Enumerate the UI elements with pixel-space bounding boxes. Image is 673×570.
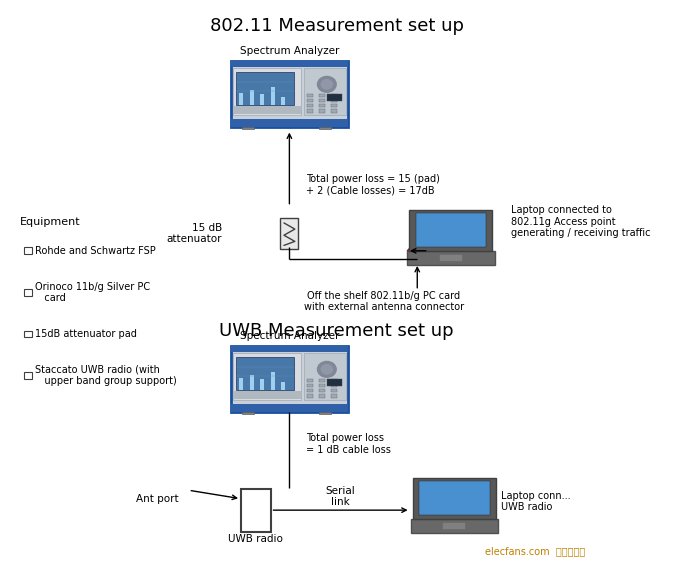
Text: elecfans.com  电子发烧友: elecfans.com 电子发烧友 (485, 545, 585, 556)
FancyBboxPatch shape (233, 353, 302, 400)
Text: Total power loss
= 1 dB cable loss: Total power loss = 1 dB cable loss (306, 433, 391, 455)
FancyBboxPatch shape (304, 353, 346, 400)
FancyBboxPatch shape (330, 109, 337, 113)
Circle shape (318, 361, 336, 377)
FancyBboxPatch shape (307, 94, 313, 97)
Text: 15 dB
attenuator: 15 dB attenuator (167, 223, 222, 245)
FancyBboxPatch shape (416, 213, 486, 247)
Text: Ant port: Ant port (136, 494, 178, 504)
FancyBboxPatch shape (230, 61, 349, 67)
Text: Serial
link: Serial link (326, 486, 355, 507)
FancyBboxPatch shape (307, 99, 313, 102)
FancyBboxPatch shape (236, 72, 294, 105)
FancyBboxPatch shape (307, 389, 313, 393)
FancyBboxPatch shape (230, 347, 349, 352)
FancyBboxPatch shape (24, 372, 32, 379)
FancyBboxPatch shape (307, 109, 313, 113)
FancyBboxPatch shape (319, 99, 325, 102)
Text: Laptop conn...
UWB radio: Laptop conn... UWB radio (501, 491, 571, 512)
FancyBboxPatch shape (307, 104, 313, 108)
FancyBboxPatch shape (319, 109, 325, 113)
FancyBboxPatch shape (330, 94, 337, 97)
FancyBboxPatch shape (319, 379, 325, 382)
FancyBboxPatch shape (230, 347, 349, 412)
FancyBboxPatch shape (281, 96, 285, 105)
FancyBboxPatch shape (307, 394, 313, 398)
FancyBboxPatch shape (239, 93, 243, 105)
Text: UWB Measurement set up: UWB Measurement set up (219, 322, 454, 340)
FancyBboxPatch shape (24, 247, 32, 254)
FancyBboxPatch shape (239, 378, 243, 390)
Circle shape (321, 365, 332, 374)
FancyBboxPatch shape (233, 390, 302, 399)
Text: 802.11 Measurement set up: 802.11 Measurement set up (209, 17, 464, 35)
FancyBboxPatch shape (24, 331, 32, 337)
FancyBboxPatch shape (330, 379, 337, 382)
FancyBboxPatch shape (260, 94, 264, 105)
FancyBboxPatch shape (319, 389, 325, 393)
Text: Spectrum Analyzer: Spectrum Analyzer (240, 331, 339, 341)
FancyBboxPatch shape (330, 104, 337, 108)
FancyBboxPatch shape (24, 289, 32, 296)
FancyBboxPatch shape (407, 251, 495, 265)
FancyBboxPatch shape (230, 119, 349, 127)
FancyBboxPatch shape (307, 384, 313, 387)
FancyBboxPatch shape (319, 104, 325, 108)
FancyBboxPatch shape (409, 210, 493, 251)
FancyBboxPatch shape (250, 89, 254, 105)
FancyBboxPatch shape (307, 379, 313, 382)
FancyBboxPatch shape (319, 384, 325, 387)
Polygon shape (407, 239, 427, 262)
FancyBboxPatch shape (327, 94, 342, 101)
FancyBboxPatch shape (327, 379, 342, 386)
FancyBboxPatch shape (230, 404, 349, 412)
FancyBboxPatch shape (241, 489, 271, 531)
FancyBboxPatch shape (440, 255, 462, 261)
Text: Rohde and Schwartz FSP: Rohde and Schwartz FSP (35, 246, 155, 256)
Circle shape (318, 76, 336, 92)
Text: Staccato UWB radio (with
   upper band group support): Staccato UWB radio (with upper band grou… (35, 365, 177, 386)
Text: Off the shelf 802.11b/g PC card
with external antenna connector: Off the shelf 802.11b/g PC card with ext… (304, 291, 464, 312)
FancyBboxPatch shape (236, 357, 294, 390)
FancyBboxPatch shape (330, 99, 337, 102)
FancyBboxPatch shape (233, 68, 302, 115)
FancyBboxPatch shape (271, 87, 275, 105)
FancyBboxPatch shape (319, 394, 325, 398)
FancyBboxPatch shape (330, 384, 337, 387)
FancyBboxPatch shape (319, 412, 330, 414)
FancyBboxPatch shape (250, 374, 254, 390)
FancyBboxPatch shape (230, 61, 349, 127)
FancyBboxPatch shape (319, 94, 325, 97)
Text: Laptop connected to
802.11g Access point
generating / receiving traffic: Laptop connected to 802.11g Access point… (511, 205, 651, 238)
FancyBboxPatch shape (281, 381, 285, 390)
FancyBboxPatch shape (242, 412, 254, 414)
FancyBboxPatch shape (444, 523, 465, 528)
FancyBboxPatch shape (280, 218, 299, 249)
FancyBboxPatch shape (419, 481, 489, 515)
Text: UWB radio: UWB radio (228, 534, 283, 544)
FancyBboxPatch shape (411, 519, 498, 533)
FancyBboxPatch shape (330, 389, 337, 393)
Text: Total power loss = 15 (pad)
+ 2 (Cable losses) = 17dB: Total power loss = 15 (pad) + 2 (Cable l… (306, 174, 440, 196)
Text: 15dB attenuator pad: 15dB attenuator pad (35, 329, 137, 339)
Text: Equipment: Equipment (20, 217, 81, 227)
FancyBboxPatch shape (242, 127, 254, 129)
FancyBboxPatch shape (271, 372, 275, 390)
Circle shape (321, 80, 332, 89)
FancyBboxPatch shape (260, 379, 264, 390)
FancyBboxPatch shape (304, 68, 346, 115)
Text: Spectrum Analyzer: Spectrum Analyzer (240, 46, 339, 56)
FancyBboxPatch shape (233, 105, 302, 114)
FancyBboxPatch shape (413, 478, 496, 519)
FancyBboxPatch shape (330, 394, 337, 398)
FancyBboxPatch shape (319, 127, 330, 129)
Text: Orinoco 11b/g Silver PC
   card: Orinoco 11b/g Silver PC card (35, 282, 150, 303)
